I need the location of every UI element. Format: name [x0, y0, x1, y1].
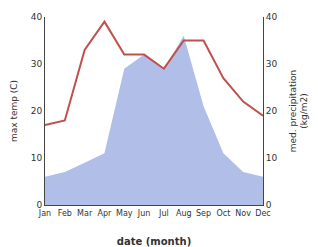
svg-text:0: 0	[36, 200, 42, 210]
svg-text:20: 20	[31, 106, 43, 116]
svg-text:Feb: Feb	[58, 209, 72, 218]
svg-text:date (month): date (month)	[117, 236, 191, 247]
svg-text:Mar: Mar	[77, 209, 93, 218]
svg-text:May: May	[116, 209, 133, 218]
svg-text:Oct: Oct	[216, 209, 230, 218]
svg-text:0: 0	[266, 200, 272, 210]
svg-text:40: 40	[31, 12, 43, 22]
svg-text:10: 10	[266, 153, 278, 163]
svg-text:Apr: Apr	[98, 209, 113, 218]
svg-text:30: 30	[31, 59, 43, 69]
svg-text:30: 30	[266, 59, 278, 69]
svg-text:10: 10	[31, 153, 43, 163]
svg-text:Jan: Jan	[38, 209, 51, 218]
svg-text:Sep: Sep	[196, 209, 211, 218]
svg-text:Jul: Jul	[158, 209, 169, 218]
svg-text:40: 40	[266, 12, 278, 22]
svg-text:20: 20	[266, 106, 278, 116]
svg-text:Nov: Nov	[235, 209, 251, 218]
svg-text:Dec: Dec	[255, 209, 270, 218]
svg-text:med. precipitation(kg/m2): med. precipitation(kg/m2)	[288, 70, 310, 152]
svg-text:Aug: Aug	[176, 209, 192, 218]
svg-text:max temp (C): max temp (C)	[9, 80, 19, 142]
svg-text:Jun: Jun	[137, 209, 151, 218]
